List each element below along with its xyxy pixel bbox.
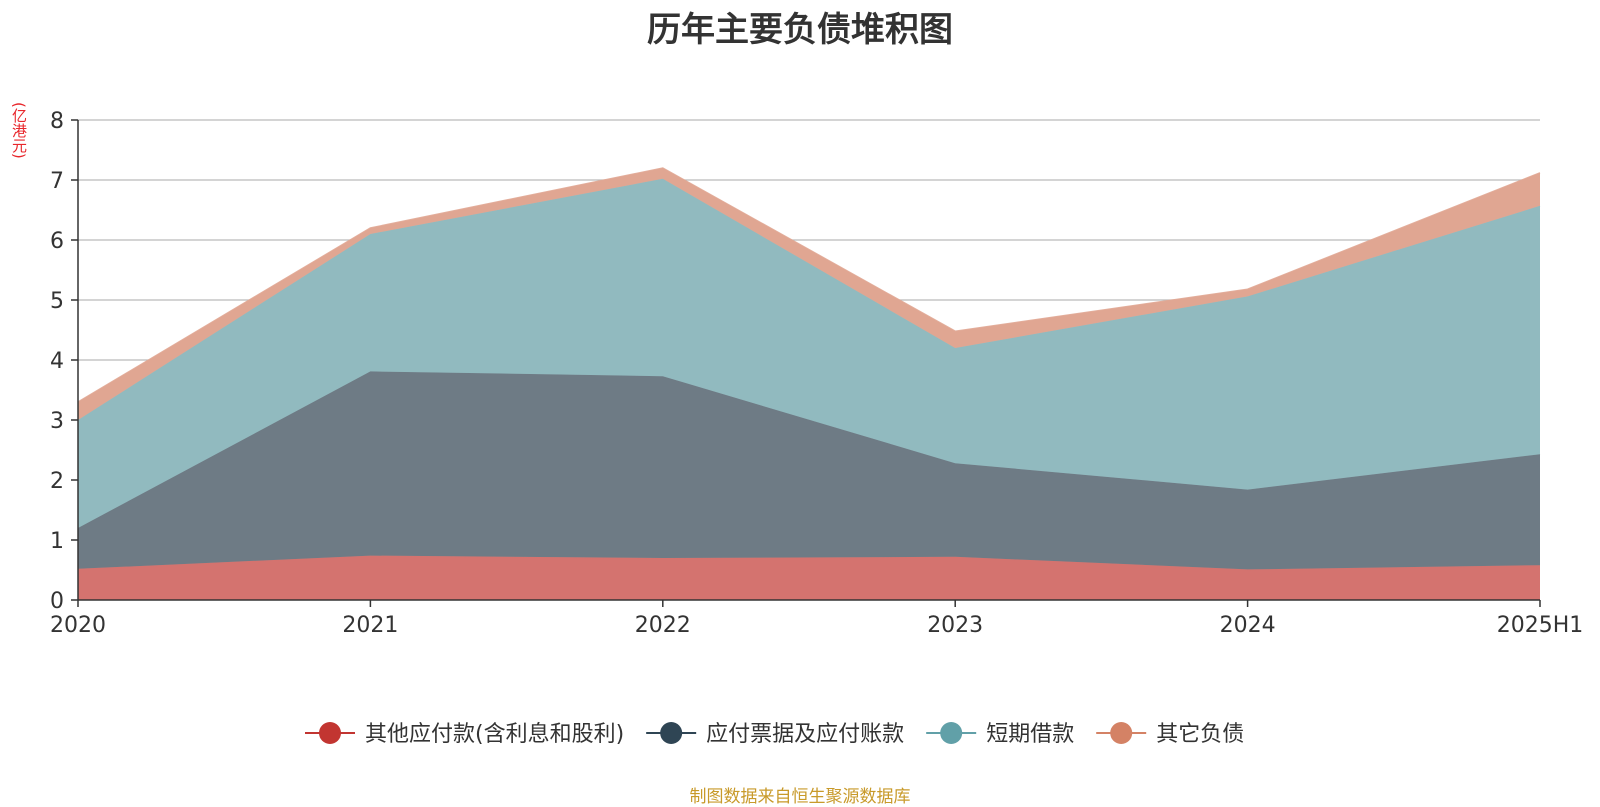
- y-tick-label: 6: [50, 229, 64, 254]
- x-tick-label: 2024: [1220, 613, 1276, 638]
- legend-marker: [940, 722, 963, 744]
- x-tick-label: 2025H1: [1497, 613, 1584, 638]
- x-tick-label: 2023: [927, 613, 983, 638]
- legend-label: 短期借款: [986, 722, 1074, 747]
- area-series-4[interactable]: [78, 168, 1540, 420]
- area-series-2[interactable]: [78, 371, 1540, 570]
- y-tick-label: 4: [50, 349, 64, 374]
- source-note: 制图数据来自恒生聚源数据库: [689, 787, 911, 807]
- y-tick-label: 3: [50, 409, 64, 434]
- legend-item-1[interactable]: 其他应付款(含利息和股利): [305, 722, 624, 747]
- area-series-3[interactable]: [78, 178, 1540, 529]
- series-line-4: [77, 167, 1541, 403]
- y-tick-label: 1: [50, 529, 64, 554]
- legend-marker: [660, 722, 683, 744]
- legend-item-3[interactable]: 短期借款: [926, 722, 1074, 747]
- legend-label: 其它负债: [1156, 722, 1244, 747]
- legend-marker: [1110, 722, 1133, 744]
- y-tick-label: 5: [50, 289, 64, 314]
- y-tick-label: 0: [50, 589, 64, 614]
- x-tick-label: 2020: [50, 613, 106, 638]
- y-tick-label: 7: [50, 169, 64, 194]
- area-series-group: [77, 167, 1541, 600]
- y-axis-unit-label: (亿港元): [10, 102, 28, 159]
- x-tick-label: 2022: [635, 613, 691, 638]
- y-tick-label: 2: [50, 469, 64, 494]
- x-tick-label: 2021: [342, 613, 398, 638]
- legend-label: 应付票据及应付账款: [706, 722, 904, 747]
- legend-item-2[interactable]: 应付票据及应付账款: [646, 722, 904, 747]
- chart-title: 历年主要负债堆积图: [647, 10, 953, 50]
- legend: 其他应付款(含利息和股利) 应付票据及应付账款 短期借款 其它负债: [305, 722, 1244, 747]
- axes: 0 1 2 3 4 5 6 7 8 2020 2021 2022 2023 2024 2025H1: [50, 109, 1583, 638]
- legend-label: 其他应付款(含利息和股利): [365, 722, 624, 747]
- y-tick-label: 8: [50, 109, 64, 134]
- legend-marker: [319, 722, 341, 744]
- legend-item-4[interactable]: 其它负债: [1096, 722, 1244, 747]
